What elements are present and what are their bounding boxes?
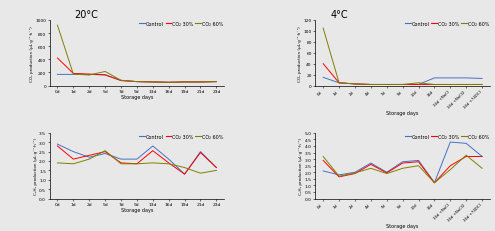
Y-axis label: C₂H₄ production (μL·g⁻¹·h⁻¹): C₂H₄ production (μL·g⁻¹·h⁻¹) (34, 137, 38, 195)
Text: 4°C: 4°C (330, 10, 348, 20)
Legend: Control, CO₂ 30%, CO₂ 60%: Control, CO₂ 30%, CO₂ 60% (139, 134, 224, 140)
Legend: Control, CO₂ 30%, CO₂ 60%: Control, CO₂ 30%, CO₂ 60% (404, 21, 490, 27)
X-axis label: Storage days: Storage days (121, 95, 153, 100)
X-axis label: Storage days: Storage days (387, 223, 419, 228)
X-axis label: Storage days: Storage days (387, 111, 419, 116)
Y-axis label: CO₂ production (μL·g⁻¹·h⁻¹): CO₂ production (μL·g⁻¹·h⁻¹) (298, 26, 302, 81)
X-axis label: Storage days: Storage days (121, 207, 153, 213)
Legend: Control, CO₂ 30%, CO₂ 60%: Control, CO₂ 30%, CO₂ 60% (404, 134, 490, 140)
Y-axis label: CO₂ production (μL·g⁻¹·h⁻¹): CO₂ production (μL·g⁻¹·h⁻¹) (30, 26, 34, 81)
Legend: Control, CO₂ 30%, CO₂ 60%: Control, CO₂ 30%, CO₂ 60% (139, 21, 224, 27)
Text: 20°C: 20°C (75, 10, 99, 20)
Y-axis label: C₂H₄ production (μL·g⁻¹·h⁻¹): C₂H₄ production (μL·g⁻¹·h⁻¹) (299, 137, 303, 195)
